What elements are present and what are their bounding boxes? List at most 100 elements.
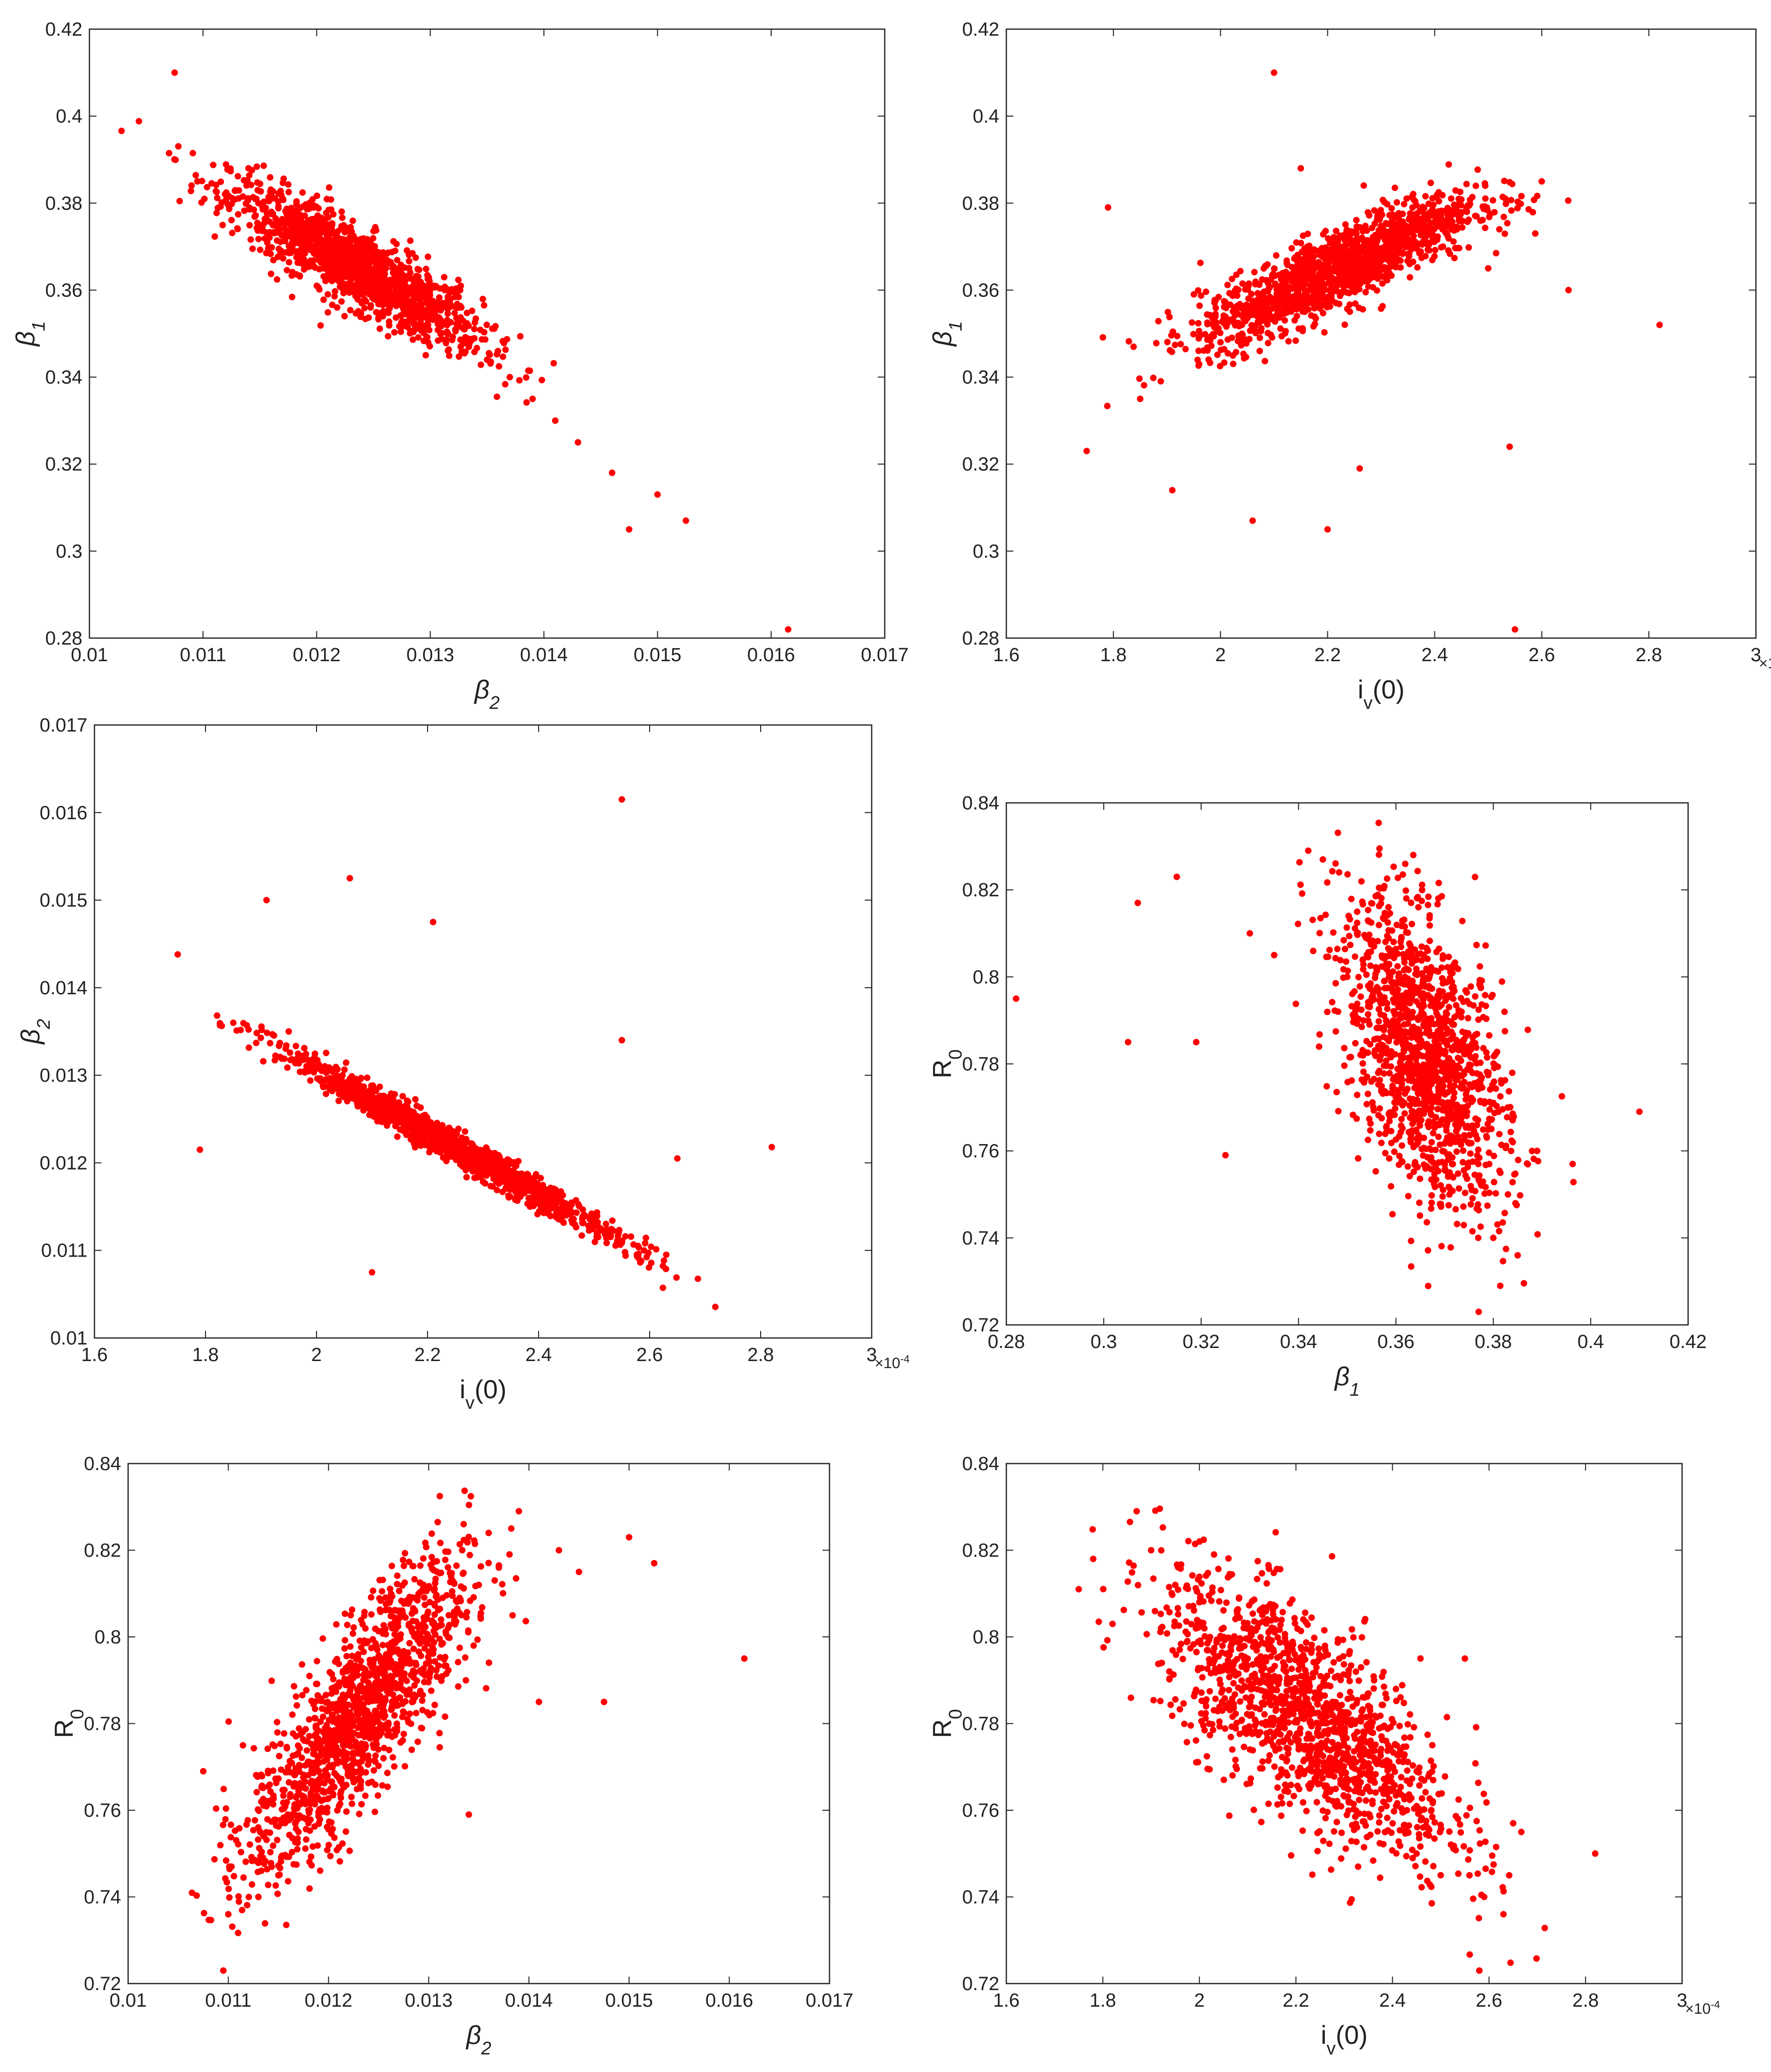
x-tick-label: 0.011: [180, 645, 226, 666]
scatter-point: [1506, 443, 1513, 450]
scatter-point: [375, 315, 382, 321]
scatter-point: [1353, 217, 1360, 224]
scatter-point: [1457, 211, 1464, 218]
scatter-point: [270, 257, 277, 264]
scatter-point: [1316, 1031, 1323, 1038]
scatter-point: [1444, 232, 1451, 239]
scatter-point: [1406, 250, 1413, 257]
scatter-point: [341, 313, 348, 320]
scatter-point: [1285, 272, 1292, 279]
scatter-point: [502, 346, 509, 353]
scatter-point: [523, 374, 530, 381]
scatter-point: [531, 1175, 538, 1182]
scatter-point: [481, 302, 487, 309]
scatter-point: [392, 314, 399, 321]
scatter-point: [1150, 374, 1157, 381]
scatter-point: [400, 322, 407, 329]
scatter-point: [1136, 395, 1143, 402]
y-tick-label: 0.34: [45, 367, 82, 388]
scatter-point: [1487, 211, 1494, 218]
scatter-point: [382, 265, 389, 272]
scatter-point: [1330, 251, 1337, 258]
scatter-point: [1474, 166, 1481, 173]
scatter-point: [1500, 1258, 1507, 1265]
scatter-point: [1347, 942, 1354, 949]
scatter-point: [1190, 331, 1197, 338]
scatter-point: [259, 228, 266, 235]
scatter-point: [1319, 309, 1326, 317]
scatter-point: [489, 1183, 496, 1190]
scatter-point: [1130, 343, 1137, 350]
scatter-point: [1404, 1163, 1411, 1170]
scatter-point: [1518, 192, 1525, 199]
scatter-point: [402, 1115, 409, 1122]
scatter-point: [1511, 626, 1518, 633]
scatter-point: [293, 254, 300, 261]
scatter-point: [315, 205, 322, 212]
scatter-point: [228, 217, 235, 224]
scatter-point: [245, 195, 252, 202]
scatter-point: [223, 189, 230, 196]
scatter-point: [523, 399, 530, 406]
scatter-point: [1272, 280, 1279, 287]
scatter-point: [345, 238, 352, 245]
scatter-point: [396, 285, 403, 292]
scatter-point: [347, 306, 354, 314]
scatter-point: [318, 218, 325, 225]
scatter-point: [1333, 282, 1340, 289]
scatter-point: [311, 264, 319, 271]
scatter-point: [491, 325, 498, 332]
scatter-point: [441, 274, 448, 281]
scatter-point: [1452, 187, 1459, 194]
scatter-point: [495, 363, 502, 370]
scatter-point: [1408, 899, 1415, 906]
scatter-point: [1431, 253, 1438, 260]
scatter-point: [422, 309, 429, 316]
scatter-point: [1394, 963, 1401, 970]
scatter-point: [307, 224, 314, 231]
scatter-point: [332, 288, 339, 295]
scatter-point: [171, 69, 178, 76]
panel-beta1-vs-beta2: 0.01 0.011 0.012 0.013 0.014 0.015 0.016 0.0170…: [11, 19, 909, 713]
scatter-point: [1453, 1220, 1461, 1227]
scatter-point: [1207, 359, 1214, 366]
scatter-point: [538, 1199, 544, 1206]
scatter-point: [1164, 339, 1171, 346]
y-tick-label: 0.013: [40, 1065, 87, 1086]
scatter-point: [1418, 254, 1425, 261]
scatter-point: [1430, 208, 1437, 215]
scatter-point: [405, 251, 412, 258]
scatter-point: [285, 259, 292, 266]
y-tick-label: 0.32: [962, 454, 999, 475]
scatter-point: [1538, 178, 1545, 185]
scatter-point: [1153, 340, 1160, 347]
scatter-point: [326, 1064, 333, 1071]
x-tick-label: 2.6: [637, 1344, 663, 1366]
scatter-point: [307, 1077, 314, 1084]
scatter-point: [1249, 517, 1256, 524]
scatter-point: [1423, 1219, 1430, 1226]
scatter-point: [411, 1122, 419, 1129]
scatter-point: [1447, 195, 1454, 202]
scatter-point: [1435, 879, 1442, 886]
scatter-point: [1239, 280, 1246, 287]
scatter-point: [436, 294, 443, 301]
scatter-point: [546, 1202, 553, 1209]
scatter-point: [1482, 182, 1489, 189]
scatter-point: [1409, 204, 1416, 211]
scatter-point: [593, 1209, 600, 1216]
scatter-point: [400, 275, 407, 282]
scatter-point: [603, 1239, 610, 1247]
x-axis-label: β2: [474, 675, 500, 713]
x-tick-label: 2.4: [1421, 645, 1448, 666]
scatter-point: [1240, 316, 1247, 323]
scatter-point: [1316, 300, 1323, 307]
scatter-point: [1422, 193, 1429, 200]
scatter-point: [505, 1194, 512, 1201]
scatter-point: [285, 181, 292, 188]
scatter-point: [507, 1177, 514, 1184]
scatter-point: [317, 1077, 324, 1084]
scatter-point: [279, 194, 286, 201]
scatter-point: [1321, 329, 1328, 336]
scatter-point: [384, 333, 391, 340]
